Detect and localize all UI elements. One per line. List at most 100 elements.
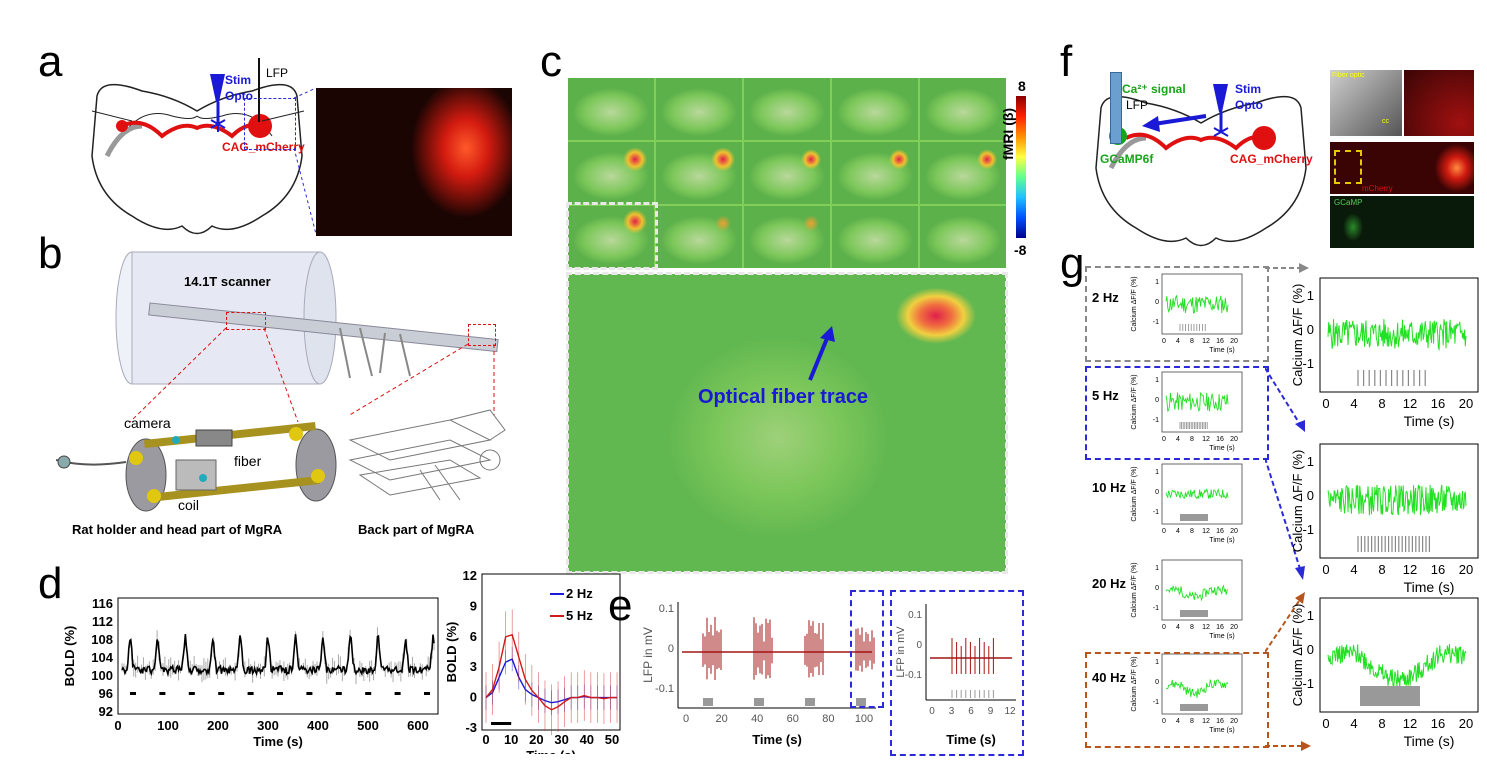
plot-frame (1319, 597, 1479, 713)
ytick-label: 0.1 (659, 603, 674, 615)
plot-frame (1161, 653, 1243, 715)
xtick-label: 40 (751, 713, 763, 725)
y-axis-label: LFP in mV (641, 627, 655, 683)
stim-block (394, 692, 401, 695)
xtick-label: 4 (1176, 528, 1180, 535)
xtick-label: 20 (1230, 718, 1238, 725)
opto-label-a: Opto (225, 89, 253, 103)
stim-block (805, 698, 815, 706)
calcium-trace (1165, 584, 1229, 602)
histology-fiber-image (1330, 70, 1402, 136)
slice-15 (920, 206, 1006, 268)
freq-label: 20 Hz (1092, 576, 1126, 591)
stim-block (1180, 704, 1208, 711)
ytick-label: 0 (1307, 488, 1314, 503)
fiber-trace-label: Optical fiber trace (698, 386, 869, 408)
cag-mcherry-label-a: CAG_mCherry (222, 140, 305, 154)
mean-5hz-line (485, 633, 618, 711)
ytick-label: 3 (470, 659, 477, 674)
xtick-label: 20 (1459, 396, 1473, 411)
xtick-label: 8 (1378, 716, 1385, 731)
lfp-label-a: LFP (266, 66, 289, 80)
xtick-label: 600 (407, 718, 429, 733)
lfp-zoom-box (850, 590, 884, 708)
xtick-label: 8 (1190, 624, 1194, 631)
stim-block (703, 698, 713, 706)
xtick-label: 4 (1176, 338, 1180, 345)
xtick-label: 10 (504, 732, 518, 747)
calcium-big-chart: 1 0 -1 0 4 8 12 16 20 Time (s) Calcium ΔF/F (%) (1290, 443, 1479, 595)
xtick-label: 20 (1230, 338, 1238, 345)
stim-block (306, 692, 313, 695)
ytick-label: 0 (1155, 397, 1159, 404)
xtick-label: 100 (855, 713, 873, 725)
xtick-label: 16 (1216, 718, 1224, 725)
ytick-label: -1 (1153, 319, 1159, 326)
slice-11 (568, 206, 654, 268)
zoom-box-b2 (468, 324, 496, 346)
ytick-label: 1 (1155, 469, 1159, 476)
stim-block (1360, 686, 1420, 706)
ytick-label: -1 (1153, 417, 1159, 424)
ytick-label: 92 (99, 704, 113, 719)
ytick-label: 1 (1307, 288, 1314, 303)
ytick-label: 0 (668, 643, 674, 655)
xtick-label: 0 (1162, 436, 1166, 443)
freq-label: 40 Hz (1092, 670, 1126, 685)
stim-label-a: Stim (225, 73, 252, 87)
ytick-label: -1 (1302, 676, 1314, 691)
y-axis-label: Calcium ΔF/F (%) (1290, 450, 1305, 553)
fiber-trace-arrow (808, 326, 835, 381)
ca-signal-label: Ca²⁺ signal (1122, 82, 1186, 96)
xtick-label: 400 (307, 718, 329, 733)
ytick-label: 0 (470, 690, 477, 705)
calcium-small-chart: 1 0 -1 0 4 8 12 16 20 Time (s) Calcium ΔF/F (%) (1131, 653, 1243, 734)
slice-4 (832, 78, 918, 140)
xtick-label: 20 (1459, 716, 1473, 731)
y-axis-label: Calcium ΔF/F (%) (1131, 374, 1138, 429)
mcherry-histology-image (316, 88, 512, 236)
x-axis-label: Time (s) (946, 732, 996, 747)
y-axis-label: Calcium ΔF/F (%) (1290, 604, 1305, 707)
lfp-inset-frame (890, 590, 1024, 756)
y-axis-label: Calcium ΔF/F (%) (1290, 284, 1305, 387)
xtick-label: 8 (1190, 338, 1194, 345)
fmri-zoom-frame (566, 272, 1008, 574)
xtick-label: 0 (1162, 528, 1166, 535)
xtick-label: 12 (1403, 562, 1417, 577)
calcium-trace (1165, 391, 1229, 412)
fmri-zoom-image (568, 274, 1006, 572)
xtick-label: 20 (1230, 436, 1238, 443)
stim-block (1180, 610, 1208, 617)
xtick-label: 12 (1202, 624, 1210, 631)
calcium-small-chart: 1 0 -1 0 4 8 12 16 20 Time (s) Calcium ΔF/F (%) (1131, 559, 1243, 640)
calcium-big-chart: 1 0 -1 0 4 8 12 16 20 Time (s) Calcium ΔF/F (%) (1290, 597, 1479, 749)
ytick-label: 1 (1155, 659, 1159, 666)
ytick-label: 0 (1307, 322, 1314, 337)
slice-14 (832, 206, 918, 268)
stim-block (856, 698, 866, 706)
camera-label: camera (124, 415, 171, 431)
zoom-lines-b (129, 327, 495, 423)
ytick-label: 1 (1155, 279, 1159, 286)
xtick-label: 300 (257, 718, 279, 733)
xtick-label: 9 (988, 706, 994, 717)
slice-10 (920, 142, 1006, 204)
xtick-label: 16 (1216, 338, 1224, 345)
xtick-label: 30 (554, 732, 568, 747)
xtick-label: 12 (1403, 716, 1417, 731)
xtick-label: 60 (787, 713, 799, 725)
stim-block (754, 698, 764, 706)
caption-back-part: Back part of MgRA (358, 522, 475, 537)
xtick-label: 0 (1322, 716, 1329, 731)
xtick-label: 0 (1162, 624, 1166, 631)
coil-label: coil (178, 497, 200, 513)
lfp-electrode (258, 58, 260, 122)
freq-label: 2 Hz (1092, 290, 1119, 305)
stim-block (424, 692, 430, 695)
scanner-label: 14.1T scanner (184, 274, 271, 289)
ytick-label: -3 (465, 720, 477, 735)
mcherry-label: mCherry (1362, 184, 1393, 193)
g-row-box-40hz (1085, 652, 1269, 748)
ytick-label: 9 (470, 598, 477, 613)
